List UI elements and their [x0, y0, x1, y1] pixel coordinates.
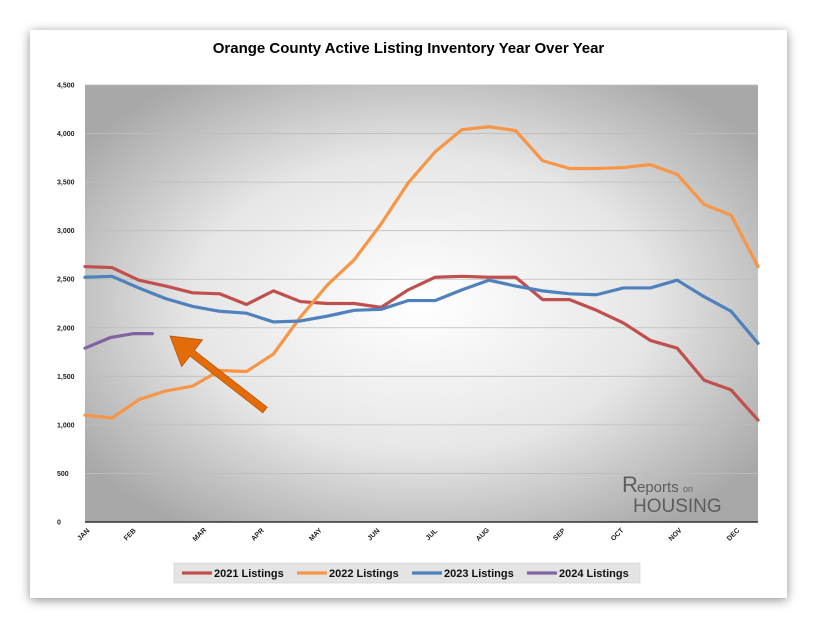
- chart-title: Orange County Active Listing Inventory Y…: [212, 40, 605, 57]
- y-axis-ticks: 0 500 1,000 1,500 2,000 2,500 3,000 3,500 4,000 4…: [57, 83, 75, 527]
- y-tick-label: 1,000: [57, 422, 75, 429]
- x-tick-label: APR: [250, 527, 265, 542]
- logo-text-on: on: [683, 484, 693, 494]
- legend-label: 2022 Listings: [329, 568, 399, 580]
- y-tick-label: 1,500: [57, 374, 75, 381]
- legend: 2021 Listings 2022 Listings 2023 Listings 2…: [173, 562, 641, 584]
- x-tick-label: NOV: [668, 527, 684, 543]
- series-line-2023-listings: [83, 274, 760, 345]
- legend-label: 2023 Listings: [444, 568, 514, 580]
- logo-text-housing: HOUSING: [633, 496, 722, 517]
- logo-text-reports: eports: [637, 479, 679, 496]
- x-tick-label: MAY: [308, 527, 324, 543]
- series-lines: [83, 125, 760, 422]
- y-tick-label: 3,500: [57, 180, 75, 187]
- y-tick-label: 2,500: [57, 277, 75, 284]
- x-tick-label: FEB: [123, 528, 138, 543]
- series-line-2021-listings: [83, 264, 760, 422]
- chart-svg: 0 500 1,000 1,500 2,000 2,500 3,000 3,500 4,000 4…: [57, 83, 760, 584]
- grid-lines: [85, 84, 758, 523]
- x-tick-label: MAR: [192, 527, 208, 543]
- reports-on-housing-logo: R eports on HOUSING: [622, 472, 722, 517]
- logo-letter-icon: R: [622, 472, 638, 497]
- y-tick-label: 4,500: [57, 83, 75, 90]
- y-tick-label: 500: [57, 471, 69, 478]
- plot-area: [85, 85, 758, 522]
- x-tick-label: JAN: [77, 528, 92, 543]
- series-line-2024-listings: [83, 332, 154, 350]
- series-line-2022-listings: [83, 125, 760, 420]
- x-axis-ticks: JAN FEB MAR APR MAY JUN JUL AUG SEP OCT NOV DEC: [77, 527, 742, 543]
- x-tick-label: JUN: [367, 528, 382, 543]
- x-tick-label: OCT: [610, 527, 626, 543]
- y-tick-label: 0: [57, 520, 61, 527]
- x-tick-label: DEC: [726, 527, 741, 542]
- annotation-arrow: [169, 335, 268, 414]
- legend-label: 2021 Listings: [214, 568, 284, 580]
- chart-frame: Orange County Active Listing Inventory Y…: [30, 30, 787, 598]
- legend-box: [173, 562, 641, 584]
- y-tick-label: 2,000: [57, 325, 75, 332]
- x-tick-label: AUG: [475, 527, 491, 543]
- x-tick-label: JUL: [425, 527, 440, 542]
- y-tick-label: 3,000: [57, 228, 75, 235]
- arrow-icon: [169, 335, 268, 414]
- x-tick-label: SEP: [552, 527, 567, 542]
- legend-label: 2024 Listings: [559, 568, 629, 580]
- y-tick-label: 4,000: [57, 131, 75, 138]
